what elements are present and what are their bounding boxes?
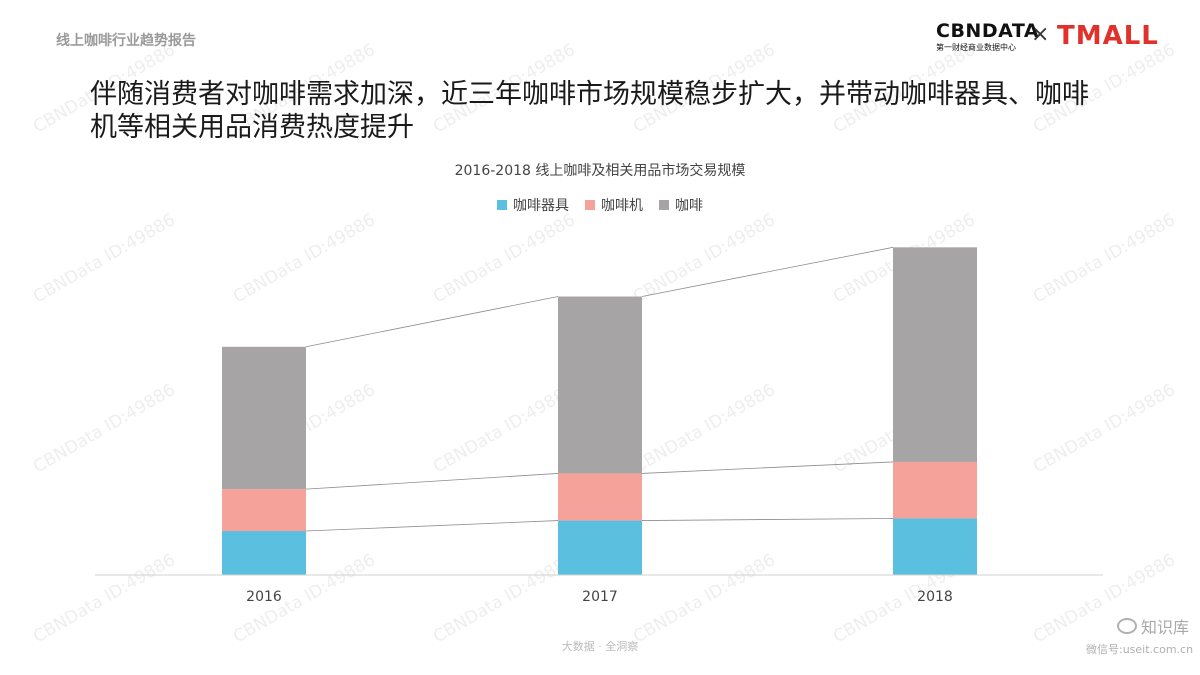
cbndata-logo: CBNDATA 第一财经商业数据中心 [936,20,1040,56]
bar-segment [222,531,306,575]
legend-label: 咖啡器具 [513,198,569,214]
cbndata-logo-text: CBNDATA [936,20,1040,42]
legend-swatch [659,200,669,210]
bar-segment [222,489,306,532]
legend-label: 咖啡 [675,198,703,214]
connector-line [641,246,894,297]
connector-line [305,520,559,532]
connector-line [641,518,894,521]
legend-item: 咖啡机 [585,195,643,215]
bar-segment [893,518,977,575]
legend-item: 咖啡 [659,195,703,215]
report-tag: 线上咖啡行业趋势报告 [56,33,196,49]
wechat-icon [1117,618,1137,634]
bar-segment [222,346,306,490]
wechat-watermark: 知识库 [1117,614,1197,638]
x-tick-label: 2017 [582,589,618,605]
legend-item: 咖啡器具 [497,195,569,215]
tmall-logo: TMALL [1057,21,1159,51]
collab-cross-icon: × [1031,22,1050,47]
legend-label: 咖啡机 [601,198,643,214]
x-tick-label: 2018 [917,589,953,605]
bar-segment [893,247,977,462]
chart-title: 2016-2018 线上咖啡及相关用品市场交易规模 [454,163,746,179]
bar-segment [558,473,642,521]
connector-line [305,296,559,348]
chart-legend: 咖啡器具 咖啡机 咖啡 [0,195,1200,215]
connector-line [305,473,559,490]
cbndata-logo-subtitle: 第一财经商业数据中心 [936,43,1016,52]
bar-segment [893,461,977,519]
connector-line [641,461,894,474]
wechat-id-text: 微信号:useit.com.cn [1086,643,1194,656]
bar-segment [558,520,642,575]
legend-swatch [497,200,507,210]
footer-slogan: 大数据 · 全洞察 [561,640,639,653]
wechat-brand-text: 知识库 [1141,618,1190,637]
slide-title: 伴随消费者对咖啡需求加深，近三年咖啡市场规模稳步扩大，并带动咖啡器具、咖啡机等相… [90,79,1089,143]
x-tick-label: 2016 [246,589,282,605]
legend-swatch [585,200,595,210]
bar-segment [558,296,642,474]
